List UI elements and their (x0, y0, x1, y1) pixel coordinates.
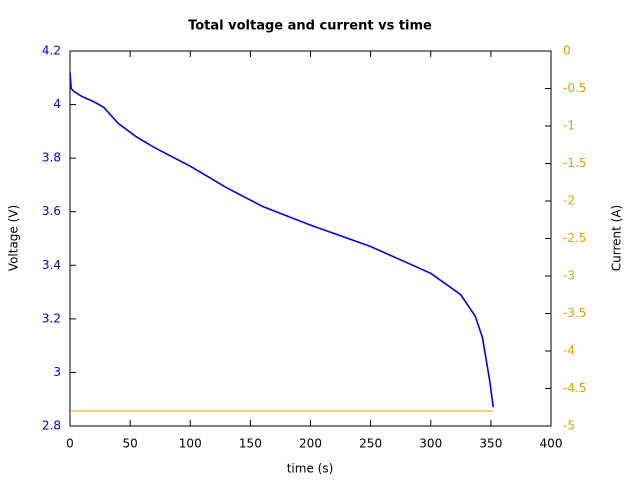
x-tick-label: 50 (122, 437, 137, 451)
x-axis-label: time (s) (287, 462, 334, 476)
y2-tick-label: -4 (563, 344, 575, 358)
y-tick-label: 3 (53, 365, 61, 379)
y2-tick-label: -1.5 (563, 156, 586, 170)
x-tick-label: 100 (179, 437, 202, 451)
y2-tick-label: -3 (563, 269, 575, 283)
x-tick-label: 250 (359, 437, 382, 451)
x-tick-label: 200 (299, 437, 322, 451)
plot-border (69, 50, 552, 427)
x-tick-label: 400 (540, 437, 563, 451)
y2-tick-label: -4.5 (563, 381, 586, 395)
y2-tick-label: -0.5 (563, 81, 586, 95)
y-axis-label: Voltage (V) (7, 205, 21, 271)
y2-tick-label: -5 (563, 419, 575, 433)
y-tick-label: 3.6 (42, 204, 61, 218)
y-tick-label: 4.2 (42, 44, 61, 58)
y2-tick-label: 0 (563, 44, 571, 58)
y2-tick-label: -2 (563, 194, 575, 208)
x-tick-label: 0 (66, 437, 74, 451)
y-tick-label: 3.8 (42, 151, 61, 165)
y-tick-label: 3.2 (42, 311, 61, 325)
x-tick-label: 350 (479, 437, 502, 451)
y2-tick-label: -2.5 (563, 231, 586, 245)
x-tick-label: 300 (419, 437, 442, 451)
y2-axis-label: Current (A) (610, 205, 624, 271)
y-tick-label: 4 (53, 97, 61, 111)
chart-title: Total voltage and current vs time (188, 19, 432, 34)
y2-tick-label: -3.5 (563, 306, 586, 320)
series-line (69, 72, 495, 408)
y2-tick-label: -1 (563, 119, 575, 133)
y-tick-label: 3.4 (42, 258, 61, 272)
y-tick-label: 2.8 (42, 419, 61, 433)
x-tick-label: 150 (239, 437, 262, 451)
